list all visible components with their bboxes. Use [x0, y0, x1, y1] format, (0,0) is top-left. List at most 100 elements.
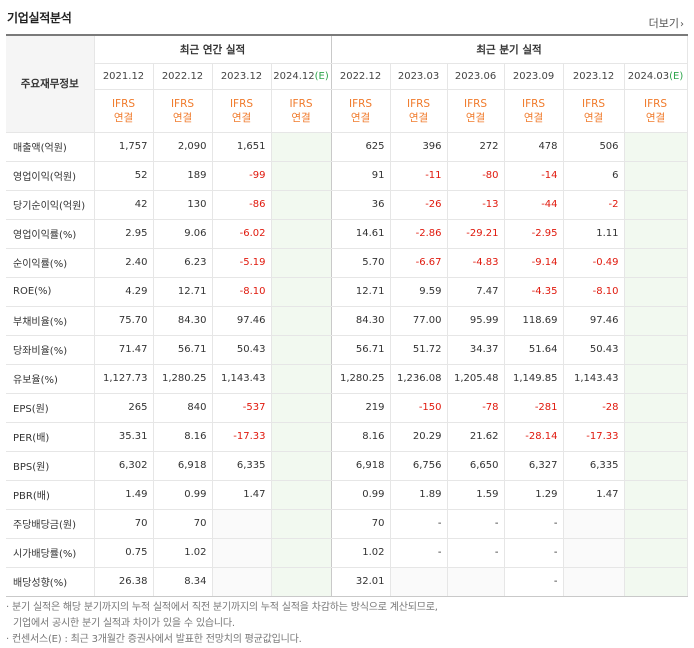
- table-cell: -: [504, 567, 564, 597]
- annual-group-header: 최근 연간 실적: [94, 35, 332, 64]
- footnote-2: · 컨센서스(E) : 최근 3개월간 증권사에서 발표한 전망치의 평균값입니…: [6, 634, 302, 645]
- table-cell: [563, 508, 625, 539]
- table-cell: 34.37: [447, 335, 505, 365]
- table-cell: -44: [504, 190, 564, 220]
- table-cell: [271, 161, 332, 191]
- table-cell: -17.33: [563, 422, 625, 452]
- row-label: 당좌비율(%): [6, 335, 95, 365]
- table-cell: 70: [331, 508, 391, 539]
- table-cell: 4.29: [94, 277, 154, 307]
- period-header: 2024.12(E): [271, 63, 332, 90]
- table-row: 부채비율(%) 75.70 84.30 97.46 84.30 77.00 95.99 118…: [6, 305, 688, 336]
- row-label: 유보율(%): [6, 364, 95, 394]
- table-cell: 6,302: [94, 451, 154, 481]
- ifrs-basis-header: IFRS 연결: [624, 89, 688, 133]
- table-cell: 1.89: [390, 480, 448, 510]
- table-cell: 0.75: [94, 538, 154, 568]
- table-cell: -11: [390, 161, 448, 191]
- period-header: 2023.03: [390, 63, 448, 90]
- quarter-group-header: 최근 분기 실적: [331, 35, 688, 64]
- table-cell: 6,650: [447, 451, 505, 481]
- table-cell: [624, 335, 688, 365]
- table-cell: [624, 538, 688, 568]
- table-cell: -281: [504, 392, 564, 423]
- table-cell: 9.59: [390, 277, 448, 307]
- table-cell: 5.70: [331, 248, 391, 278]
- more-link[interactable]: 더보기›: [648, 17, 684, 30]
- table-cell: 1,205.48: [447, 364, 505, 394]
- table-cell: [271, 538, 332, 568]
- table-cell: -14: [504, 161, 564, 191]
- table-cell: -28: [563, 392, 625, 423]
- ifrs-basis-header: IFRS 연결: [153, 89, 213, 133]
- table-cell: 51.72: [390, 335, 448, 365]
- table-cell: 20.29: [390, 422, 448, 452]
- table-cell: 2.40: [94, 248, 154, 278]
- table-cell: 21.62: [447, 422, 505, 452]
- table-cell: [624, 190, 688, 220]
- table-cell: 36: [331, 190, 391, 220]
- table-cell: 6,918: [153, 451, 213, 481]
- table-cell: 1.49: [94, 480, 154, 510]
- table-cell: -86: [212, 190, 272, 220]
- table-cell: [624, 422, 688, 452]
- row-label: ROE(%): [6, 277, 95, 307]
- row-label: 시가배당률(%): [6, 538, 95, 568]
- table-row: ROE(%) 4.29 12.71 -8.10 12.71 9.59 7.47 -4.35 -8…: [6, 277, 688, 307]
- table-cell: -78: [447, 392, 505, 423]
- table-cell: 1,127.73: [94, 364, 154, 394]
- table-cell: 2,090: [153, 131, 213, 162]
- row-label: 부채비율(%): [6, 305, 95, 336]
- table-row: 영업이익(억원) 52 189 -99 91 -11 -80 -14 6: [6, 161, 688, 191]
- table-cell: [271, 190, 332, 220]
- row-label: 영업이익률(%): [6, 218, 95, 249]
- table-cell: -4.83: [447, 248, 505, 278]
- table-cell: [624, 277, 688, 307]
- table-cell: 6,327: [504, 451, 564, 481]
- table-cell: -: [390, 538, 448, 568]
- table-cell: -2.95: [504, 218, 564, 249]
- table-cell: 75.70: [94, 305, 154, 336]
- table-cell: -5.19: [212, 248, 272, 278]
- table-cell: -150: [390, 392, 448, 423]
- table-cell: [624, 131, 688, 162]
- table-cell: 1.29: [504, 480, 564, 510]
- table-row: PER(배) 35.31 8.16 -17.33 8.16 20.29 21.62 -28.1…: [6, 422, 688, 452]
- table-row: 시가배당률(%) 0.75 1.02 1.02- - -: [6, 538, 688, 568]
- ifrs-basis-header: IFRS 연결: [447, 89, 505, 133]
- period-header: 2022.12: [153, 63, 213, 90]
- table-cell: 8.16: [331, 422, 391, 452]
- table-row: BPS(원) 6,302 6,918 6,335 6,918 6,756 6,650 6,32…: [6, 451, 688, 481]
- ifrs-basis-header: IFRS 연결: [331, 89, 391, 133]
- table-cell: 8.16: [153, 422, 213, 452]
- table-cell: [271, 305, 332, 336]
- table-cell: 1,236.08: [390, 364, 448, 394]
- table-row: 당기순이익(억원) 42 130 -86 36 -26 -13 -44 -2: [6, 190, 688, 220]
- table-cell: 6,918: [331, 451, 391, 481]
- table-cell: [624, 305, 688, 336]
- ifrs-basis-header: IFRS 연결: [390, 89, 448, 133]
- table-cell: -: [504, 538, 564, 568]
- table-cell: 91: [331, 161, 391, 191]
- table-cell: 1,280.25: [331, 364, 391, 394]
- table-cell: 32.01: [331, 567, 391, 597]
- table-cell: -: [504, 508, 564, 539]
- table-cell: 1.47: [563, 480, 625, 510]
- table-cell: 7.47: [447, 277, 505, 307]
- table-cell: 1.11: [563, 218, 625, 249]
- table-cell: 9.06: [153, 218, 213, 249]
- table-cell: [624, 567, 688, 597]
- table-cell: -80: [447, 161, 505, 191]
- table-cell: 51.64: [504, 335, 564, 365]
- table-cell: [212, 538, 272, 568]
- table-cell: 35.31: [94, 422, 154, 452]
- row-label: 주당배당금(원): [6, 508, 95, 539]
- table-cell: -6.02: [212, 218, 272, 249]
- table-cell: 70: [94, 508, 154, 539]
- table-cell: 6,335: [212, 451, 272, 481]
- table-cell: 52: [94, 161, 154, 191]
- table-cell: 56.71: [331, 335, 391, 365]
- row-label: 매출액(억원): [6, 131, 95, 162]
- table-cell: 0.99: [153, 480, 213, 510]
- row-label: 당기순이익(억원): [6, 190, 95, 220]
